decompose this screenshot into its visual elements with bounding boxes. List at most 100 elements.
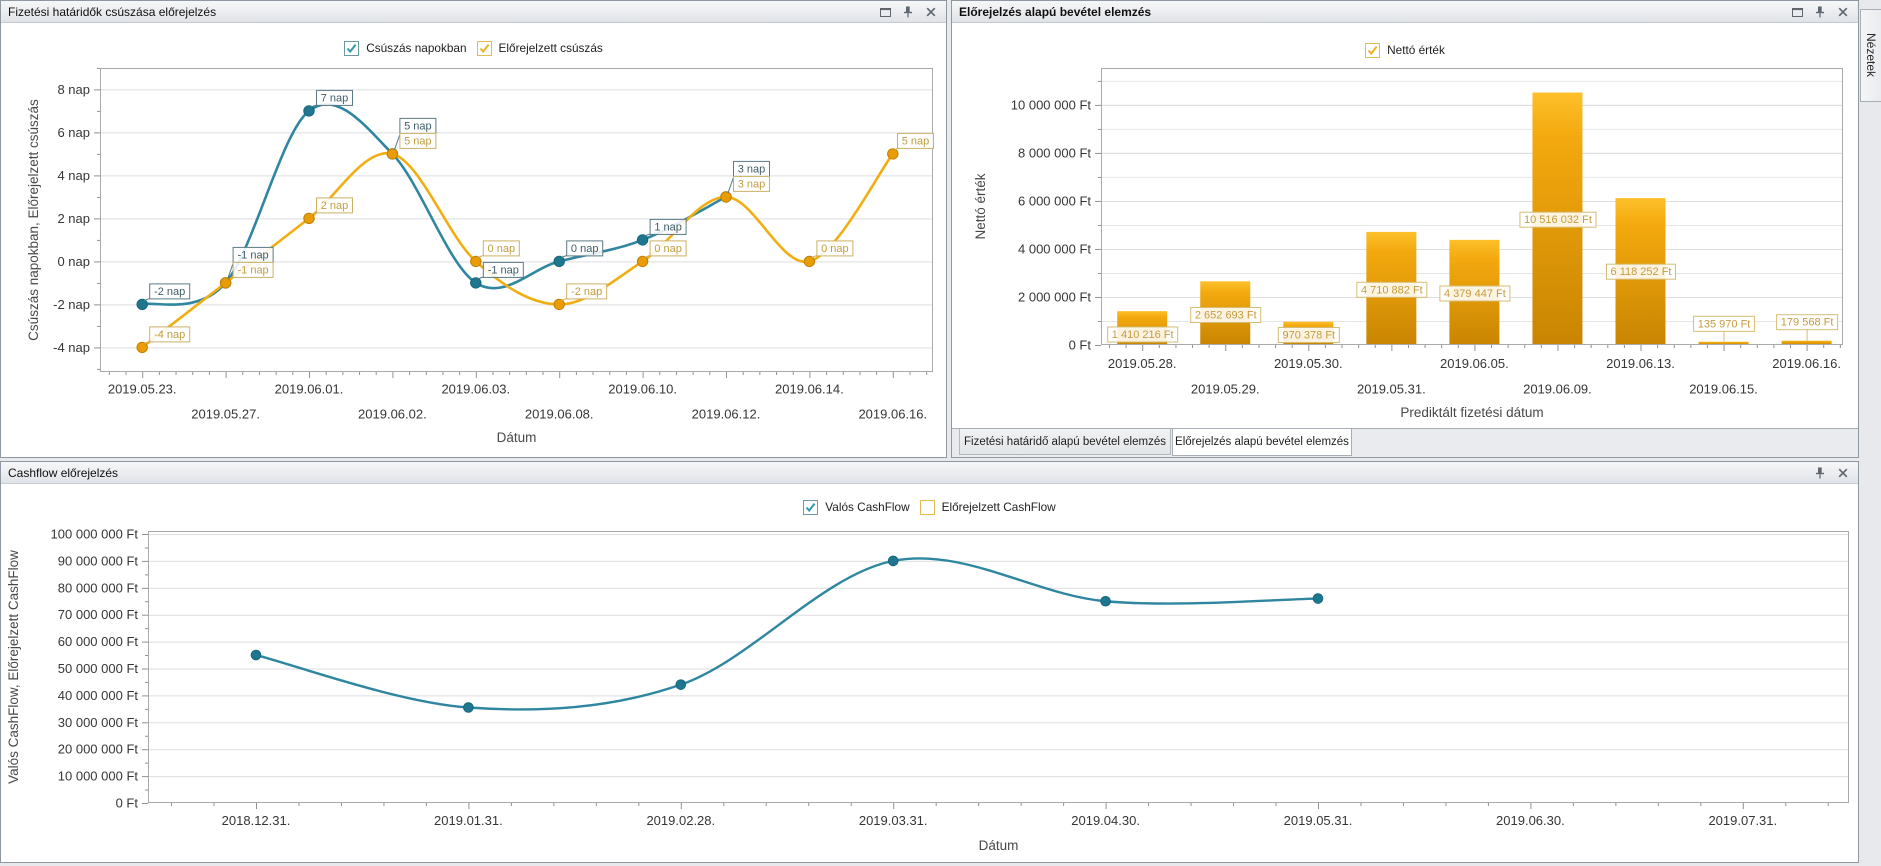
legend-item[interactable]: Csúszás napokban xyxy=(344,40,467,56)
series-marker-teal xyxy=(463,702,474,713)
point-label-text: 0 nap xyxy=(821,243,849,255)
tab-elorejelzes-alapu[interactable]: Előrejelzés alapú bevétel elemzés xyxy=(1172,429,1352,456)
tick-label: 4 nap xyxy=(57,168,90,183)
tick-label: 2019.06.02. xyxy=(358,407,427,422)
tab-nezetek[interactable]: Nézetek xyxy=(1860,9,1881,102)
tab-fizetesi-hatarido-alapu[interactable]: Fizetési határidő alapú bevétel elemzés xyxy=(959,429,1171,455)
slippage-panel-title: Fizetési határidők csúszása előrejelzés xyxy=(8,4,217,19)
tick-label: -4 nap xyxy=(53,340,90,355)
series-marker-teal xyxy=(553,255,565,268)
tick-label: 2019.05.31. xyxy=(1357,382,1426,397)
legend-item[interactable]: Előrejelzett csúszás xyxy=(476,40,603,56)
series-marker-teal xyxy=(470,277,482,289)
point-label: 0 nap xyxy=(811,240,854,258)
point-label: 970 378 Ft xyxy=(1277,327,1340,343)
bar[interactable] xyxy=(1698,341,1749,345)
revenue-titlebar[interactable]: Előrejelzés alapú bevétel elemzés xyxy=(952,1,1858,23)
pin-button[interactable] xyxy=(1813,5,1827,19)
point-label: 179 568 Ft xyxy=(1776,314,1839,331)
point-label-text: 1 410 216 Ft xyxy=(1112,329,1174,341)
tick-label: 2019.06.09. xyxy=(1523,382,1592,397)
pin-button[interactable] xyxy=(901,5,915,19)
legend-checkbox-checked[interactable] xyxy=(344,40,360,56)
check-icon xyxy=(806,502,816,512)
views-strip: Nézetek xyxy=(1859,0,1881,866)
legend-checkbox-checked[interactable] xyxy=(1365,42,1381,58)
tick-label: 10 000 000 Ft xyxy=(58,769,139,784)
tick-label: 6 000 000 Ft xyxy=(1018,193,1091,208)
point-label: 2 652 693 Ft xyxy=(1190,307,1262,323)
pin-icon xyxy=(1816,467,1824,478)
nezetek-tab-label: Nézetek xyxy=(1864,33,1878,78)
point-label-text: 179 568 Ft xyxy=(1781,317,1834,329)
close-icon xyxy=(1838,7,1848,16)
y-axis-title: Csúszás napokban, Előrejelzett csúszás xyxy=(26,99,41,341)
cashflow-legend: Valós CashFlow Előrejelzett CashFlow xyxy=(1,499,1858,515)
point-label-text: -2 nap xyxy=(154,286,185,298)
legend-label: Nettó érték xyxy=(1387,43,1445,57)
point-label: 135 970 Ft xyxy=(1693,315,1756,332)
tick-label: 40 000 000 Ft xyxy=(58,688,139,703)
point-label-text: 6 118 252 Ft xyxy=(1611,266,1672,278)
tick-label: 2019.04.30. xyxy=(1071,813,1140,828)
point-label-text: -1 nap xyxy=(237,264,268,276)
point-label: -2 nap xyxy=(561,283,608,301)
point-label-text: 3 nap xyxy=(738,163,766,175)
tick-label: 2019.06.30. xyxy=(1496,813,1565,828)
series-marker-teal xyxy=(887,555,899,567)
close-button[interactable] xyxy=(924,5,938,19)
tick-label: 6 nap xyxy=(57,125,90,140)
series-marker-teal xyxy=(303,105,315,117)
revenue-legend: Nettó érték xyxy=(952,42,1858,58)
close-button[interactable] xyxy=(1836,466,1850,480)
tick-label: 90 000 000 Ft xyxy=(58,553,139,568)
bar[interactable] xyxy=(1781,340,1832,345)
series-marker-orange xyxy=(386,148,399,160)
legend-item[interactable]: Nettó érték xyxy=(1365,42,1445,58)
tick-label: 2019.06.01. xyxy=(275,382,344,397)
point-label: -1 nap xyxy=(477,261,524,280)
tick-label: 4 000 000 Ft xyxy=(1018,241,1091,256)
point-label: -4 nap xyxy=(144,326,191,344)
series-marker-teal xyxy=(136,298,148,311)
tick-label: 2019.06.12. xyxy=(692,407,761,422)
close-button[interactable] xyxy=(1836,5,1850,19)
tick-label: 2019.06.14. xyxy=(775,382,844,397)
legend-checkbox-unchecked[interactable] xyxy=(919,499,935,515)
point-label-text: 135 970 Ft xyxy=(1698,318,1751,330)
dock-panel-cashflow: 0 Ft 10 000 000 Ft 20 000 000 Ft 30 000 000… xyxy=(0,461,1859,863)
point-label: 0 nap xyxy=(561,240,604,258)
series-marker-orange xyxy=(219,277,232,289)
dock-panel-revenue: 0 Ft 2 000 000 Ft 4 000 000 Ft 6 000 000 Ft… xyxy=(951,0,1859,458)
close-icon xyxy=(926,7,936,16)
x-axis-title: Prediktált fizetési dátum xyxy=(1400,405,1543,420)
legend-label: Előrejelzett csúszás xyxy=(498,41,603,55)
pin-icon xyxy=(1816,6,1824,17)
tick-label: 30 000 000 Ft xyxy=(58,715,139,730)
maximize-button[interactable] xyxy=(878,5,892,19)
point-label-text: 10 516 032 Ft xyxy=(1524,214,1592,226)
tick-label: 2019.05.28. xyxy=(1108,356,1177,371)
legend-label: Előrejelzett CashFlow xyxy=(941,500,1056,514)
point-label-text: 1 nap xyxy=(654,221,682,233)
cashflow-titlebar[interactable]: Cashflow előrejelzés xyxy=(1,462,1858,484)
slippage-titlebar[interactable]: Fizetési határidők csúszása előrejelzés xyxy=(1,1,946,23)
tick-label: 2019.02.28. xyxy=(646,813,715,828)
legend-checkbox-checked[interactable] xyxy=(803,499,819,515)
pin-button[interactable] xyxy=(1813,466,1827,480)
point-label-text: -4 nap xyxy=(154,329,185,341)
point-label-text: 0 nap xyxy=(571,243,599,255)
legend-item[interactable]: Előrejelzett CashFlow xyxy=(919,499,1056,515)
point-label: 7 nap xyxy=(310,89,353,108)
point-label: 6 118 252 Ft xyxy=(1606,263,1676,280)
point-label-text: 3 nap xyxy=(738,178,766,190)
tick-label: 50 000 000 Ft xyxy=(58,661,139,676)
maximize-button[interactable] xyxy=(1790,5,1804,19)
series-marker-teal xyxy=(1312,593,1324,604)
point-label-text: -1 nap xyxy=(237,249,268,261)
check-icon xyxy=(346,43,357,53)
legend-item[interactable]: Valós CashFlow xyxy=(803,499,910,515)
legend-checkbox-checked[interactable] xyxy=(476,40,492,56)
series-marker-orange xyxy=(636,255,649,268)
tick-label: 10 000 000 Ft xyxy=(1011,97,1092,112)
